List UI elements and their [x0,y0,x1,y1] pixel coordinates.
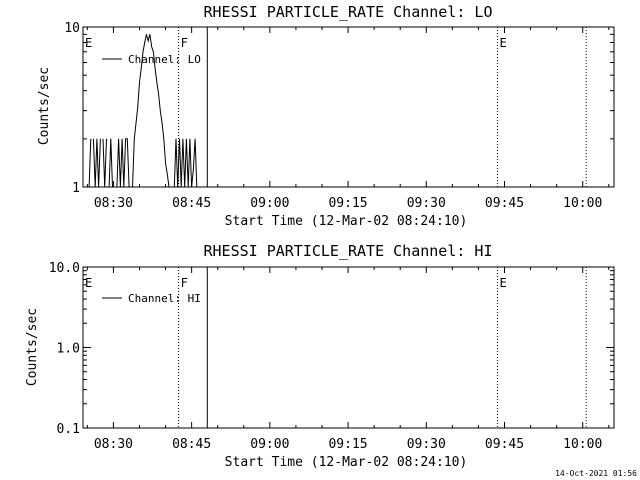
panel-hi-marker-label: E [85,276,92,290]
panel-lo-x-tick-label: 10:00 [563,196,602,211]
panel-hi: RHESSI PARTICLE_RATE Channel: HI 08:30 08… [25,242,615,470]
panel-hi-x-tick-label: 09:45 [485,437,524,452]
panel-lo-x-tick-label: 09:00 [250,196,289,211]
panel-hi-x-tick-label: 09:00 [250,437,289,452]
panel-lo-series-line [132,34,170,188]
panel-lo-x-tick-label: 09:45 [485,196,524,211]
panel-hi-marker-label: F [181,276,188,290]
panel-lo-x-tick-label: 09:15 [328,196,367,211]
panel-lo-series-line [102,138,107,188]
panel-hi-x-tick-label: 09:15 [328,437,367,452]
panel-lo-x-tick-label: 09:30 [407,196,446,211]
panel-hi-x-tick-label: 08:45 [172,437,211,452]
panel-lo-y-tick-label: 1 [72,181,80,196]
panel-hi-ylabel: Counts/sec [25,308,40,386]
panel-lo-title: RHESSI PARTICLE_RATE Channel: LO [204,3,493,21]
panel-lo-legend-label: Channel: LO [128,53,201,66]
panel-lo-x-tick-label: 08:30 [94,196,133,211]
panel-hi-y-tick-label: 10.0 [49,261,80,276]
panel-hi-title: RHESSI PARTICLE_RATE Channel: HI [204,242,493,260]
panel-lo-plot: 08:30 08:45 09:00 09:15 09:30 09:45 10:00 1 10 E F… [64,21,615,211]
panel-hi-y-tick-label: 1.0 [57,342,80,357]
panel-lo-series-line [88,138,92,188]
panel-hi-x-tick-label: 08:30 [94,437,133,452]
panel-lo: RHESSI PARTICLE_RATE Channel: LO 08:30 08… [37,3,615,229]
panel-hi-plot: 08:30 08:45 09:00 09:15 09:30 09:45 10:00 0.1 1.… [49,261,615,452]
panel-lo-ylabel: Counts/sec [37,67,52,145]
panel-hi-x-tick-label: 09:30 [407,437,446,452]
panel-hi-x-tick-label: 10:00 [563,437,602,452]
panel-lo-y-tick-label: 10 [64,21,80,36]
panel-lo-marker-label: E [85,36,92,50]
panel-lo-marker-label: F [181,36,188,50]
panel-lo-marker-label: E [500,36,507,50]
panel-hi-y-tick-label: 0.1 [57,422,80,437]
panel-lo-series-line [116,138,130,188]
panel-hi-xlabel: Start Time (12-Mar-02 08:24:10) [225,455,468,470]
panel-lo-series-line [173,138,198,188]
panel-lo-xlabel: Start Time (12-Mar-02 08:24:10) [225,214,468,229]
panel-lo-series-line [92,138,101,188]
panel-hi-legend-label: Channel: HI [128,292,201,305]
panel-lo-series-line [108,138,113,188]
panel-hi-marker-label: E [500,276,507,290]
panel-lo-x-tick-label: 08:45 [172,196,211,211]
timestamp: 14-Oct-2021 01:56 [555,469,637,478]
